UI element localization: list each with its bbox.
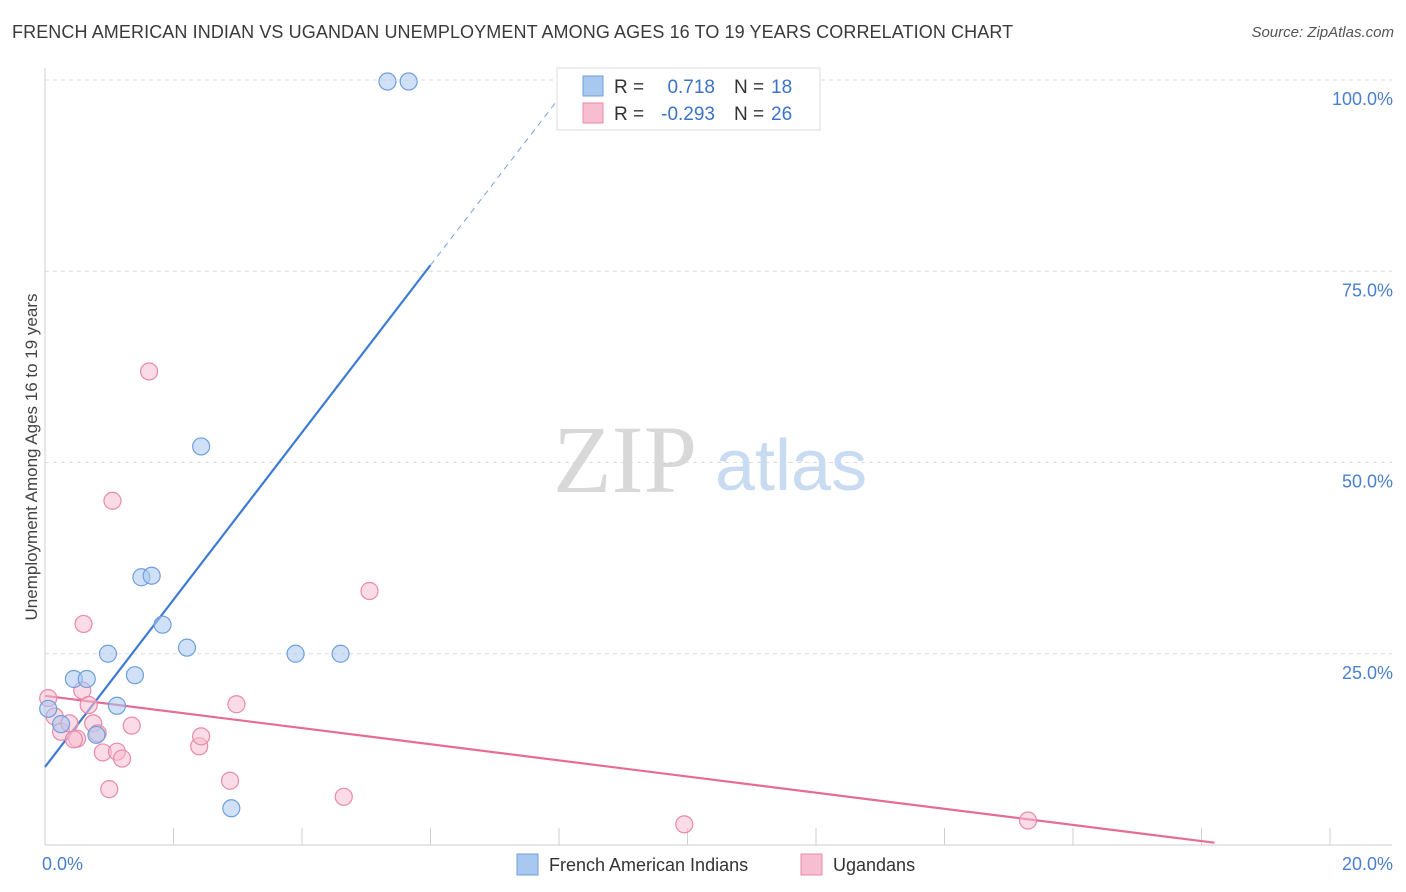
ugandans-point [112,749,132,768]
ugandans-point [192,727,211,746]
y-axis-label: Unemployment Among Ages 16 to 19 years [22,294,41,621]
chart-title: FRENCH AMERICAN INDIAN VS UGANDAN UNEMPL… [12,22,1014,42]
pink-swatch [582,102,604,124]
french-american-indians-point [177,638,197,657]
legend-label-french-american-indians: French American Indians [549,855,748,875]
bottom-legend: French American Indians Ugandans [516,853,915,876]
blue-r-label: R = [614,77,644,98]
legend-item-ugandans[interactable]: Ugandans [800,853,915,876]
pink-n-label: N = [734,104,764,125]
blue-r-value: 0.718 [667,77,715,98]
y-axis-label-group: Unemployment Among Ages 16 to 19 years [22,294,41,621]
ugandans-point [74,614,93,634]
ugandans-point [139,362,159,381]
y-tick-label: 25.0% [1342,663,1393,683]
ugandans-point [1018,811,1038,830]
ugandans-point [220,771,240,790]
ugandans-point [675,815,694,834]
axis-layer: 100.0% 75.0% 50.0% 25.0% 0.0% 20.0% [42,68,1393,874]
french-american-indians-point [51,715,71,734]
ugandans-trend-line [44,694,1215,844]
french-american-indians-point [222,799,241,818]
french-american-indians-point [378,72,397,91]
ugandans-point [79,695,98,715]
ugandans-point [122,716,141,735]
watermark-atlas: atlas [715,426,867,506]
stats-legend-row-blue: R = 0.718 N = 18 [582,75,792,98]
watermark-zip: ZIP [553,406,697,513]
legend-item-french-american-indians[interactable]: French American Indians [516,853,748,876]
chart-source: Source: ZipAtlas.com [1251,24,1394,41]
blue-swatch [582,75,604,97]
french-american-indians-point [153,615,172,634]
blue-n-value: 18 [771,77,792,98]
ugandans-point [334,787,353,806]
pink-r-label: R = [614,104,644,125]
ugandans-point [103,491,122,510]
y-tick-label: 50.0% [1342,472,1393,492]
french-american-indians-point [107,696,127,715]
french-american-indians-point [125,666,145,685]
french-american-indians-point [399,72,418,91]
grid-layer [45,79,1392,655]
ugandans-point [64,730,84,749]
ugandans-point [100,780,119,799]
stats-legend: R = 0.718 N = 18 R = -0.293 N = 26 [556,67,821,131]
pink-n-value: 26 [771,104,792,125]
french-american-indians-point [98,644,118,663]
legend-swatch-pink [800,853,823,876]
x-tick-label-max: 20.0% [1342,854,1393,874]
french-american-indians-point [286,644,305,663]
points-layer [39,72,1038,834]
french-american-indians-point [331,644,350,663]
y-tick-label: 100.0% [1332,89,1393,109]
x-tick-label-min: 0.0% [42,854,83,874]
pink-r-value: -0.293 [661,104,715,125]
y-tick-label: 75.0% [1342,280,1393,300]
ugandans-point [227,695,246,714]
ugandans-point [360,581,379,601]
french-american-indians-point [192,437,211,456]
french-american-indians-point [87,725,106,744]
french-american-indians-point [39,699,58,718]
french-american-indians-trend-line [44,264,432,768]
french-american-indians-point [77,669,96,689]
blue-n-label: N = [734,77,764,98]
watermark: ZIP atlas [553,406,867,513]
legend-label-ugandans: Ugandans [833,855,915,875]
french-american-indians-point [142,566,161,585]
legend-swatch-blue [516,853,539,876]
stats-legend-row-pink: R = -0.293 N = 26 [582,102,792,125]
